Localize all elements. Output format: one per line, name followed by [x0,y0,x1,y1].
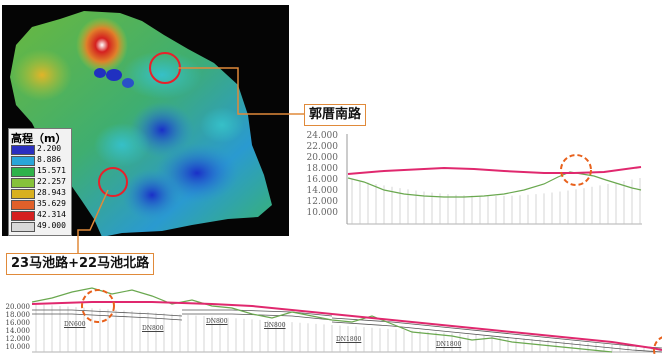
legend-swatch [11,222,35,232]
tick-label: 22.000 [306,142,339,152]
pipe-label: DN1800 [436,341,462,348]
legend-row: 15.571 [11,166,71,177]
legend-value: 49.000 [37,221,66,230]
pipe-label: DN800 [264,322,286,329]
legend-swatch [11,211,35,221]
ground-line [347,171,642,198]
tick-label: 24.000 [306,131,339,141]
legend-value: 2.200 [37,144,62,153]
tick-label: 10.000 [5,343,31,351]
legend-row: 35.629 [11,199,71,210]
vertical-tick-lines [35,304,661,352]
legend-row: 42.314 [11,210,71,221]
vertical-tick-lines [351,178,641,224]
tick-label: 12.000 [5,335,31,343]
legend-swatch [11,189,35,199]
pipe-label: DN800 [142,325,164,332]
profile-bottom-axis: 20.000 18.000 16.000 14.000 12.000 10.00… [2,304,32,354]
legend-swatch [11,156,35,166]
tick-label: 20.000 [306,153,339,163]
tick-label: 10.000 [306,208,339,218]
legend-value: 28.943 [37,188,66,197]
highlight-circle-profile-bottom-end [653,336,662,354]
legend-title: 高程（m） [11,132,67,145]
legend-swatch [11,167,35,177]
legend-swatch [11,145,35,155]
profile-right-axis: 24.000 22.000 20.000 18.000 16.000 14.00… [302,132,342,222]
pipe-label: DN800 [206,318,228,325]
callout-guocuo-south-road: 郭厝南路 [304,104,367,126]
legend-value: 42.314 [37,210,66,219]
ground-line [32,287,613,353]
road-line [32,301,662,351]
tick-label: 12.000 [306,197,339,207]
tick-label: 18.000 [306,164,339,174]
tick-label: 16.000 [5,319,31,327]
leader-line-upper [178,67,304,115]
tick-label: 14.000 [5,327,31,335]
legend-swatch [11,178,35,188]
legend-value: 22.257 [37,177,66,186]
legend-row: 8.886 [11,155,71,166]
elevation-map [2,5,289,236]
tick-label: 16.000 [306,175,339,185]
elevation-legend: 高程（m） 2.200 8.886 15.571 22.257 28.943 3… [8,128,72,236]
legend-row: 49.000 [11,221,71,232]
highlight-circle-lower [98,167,128,197]
legend-value: 15.571 [37,166,66,175]
tick-label: 18.000 [5,311,31,319]
pipe-label: DN600 [64,321,86,328]
legend-value: 8.886 [37,155,62,164]
legend-value: 35.629 [37,199,66,208]
highlight-circle-profile-bottom [81,289,115,323]
tick-label: 20.000 [5,303,31,311]
callout-machi-road: 23马池路+22马池北路 [6,253,155,275]
road-profile-bottom [32,287,662,354]
legend-swatch [11,200,35,210]
highlight-circle-profile-right [560,154,592,186]
road-line [347,166,642,175]
legend-row: 22.257 [11,177,71,188]
legend-row: 2.200 [11,144,71,155]
road-profile-right [346,134,642,225]
pipe-label: DN1800 [336,336,362,343]
tick-label: 14.000 [306,186,339,196]
leader-line-lower [77,189,109,254]
legend-row: 28.943 [11,188,71,199]
